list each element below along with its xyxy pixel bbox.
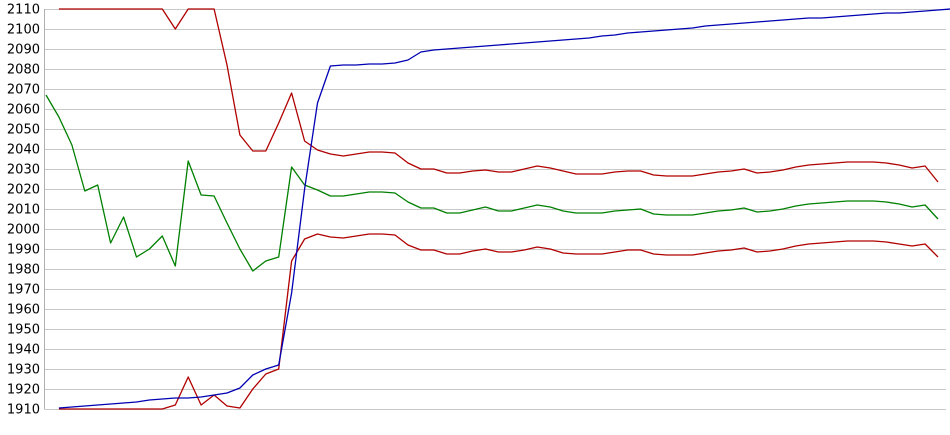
y-axis-label: 1960 bbox=[7, 303, 40, 318]
y-axis-label: 2010 bbox=[7, 203, 40, 218]
y-axis-label: 1980 bbox=[7, 263, 40, 278]
y-axis-label: 1910 bbox=[7, 403, 40, 418]
y-axis-label: 1930 bbox=[7, 363, 40, 378]
y-axis-label: 1950 bbox=[7, 323, 40, 338]
y-axis-labels: 2110 2100 2090 2080 2070 2060 2050 2040 2030 2020… bbox=[7, 3, 40, 418]
y-axis-label: 2110 bbox=[7, 3, 40, 18]
y-axis-label: 1990 bbox=[7, 243, 40, 258]
y-axis-label: 1940 bbox=[7, 343, 40, 358]
y-axis-label: 2020 bbox=[7, 183, 40, 198]
y-axis-label: 2090 bbox=[7, 43, 40, 58]
blue-line-series bbox=[58, 8, 950, 409]
y-axis-label: 2000 bbox=[7, 223, 40, 238]
y-axis-label: 2030 bbox=[7, 163, 40, 178]
y-axis-label: 2100 bbox=[7, 23, 40, 38]
y-axis-label: 1920 bbox=[7, 383, 40, 398]
y-axis-label: 2080 bbox=[7, 63, 40, 78]
y-axis-label: 1970 bbox=[7, 283, 40, 298]
green-line-series bbox=[45, 94, 939, 272]
y-axis-label: 2050 bbox=[7, 123, 40, 138]
y-axis-label: 2070 bbox=[7, 83, 40, 98]
grid-lines bbox=[44, 9, 946, 410]
y-axis-label: 2040 bbox=[7, 143, 40, 158]
red-line-upper-series bbox=[58, 8, 939, 183]
y-axis-label: 2060 bbox=[7, 103, 40, 118]
red-line-lower-series bbox=[58, 233, 939, 410]
